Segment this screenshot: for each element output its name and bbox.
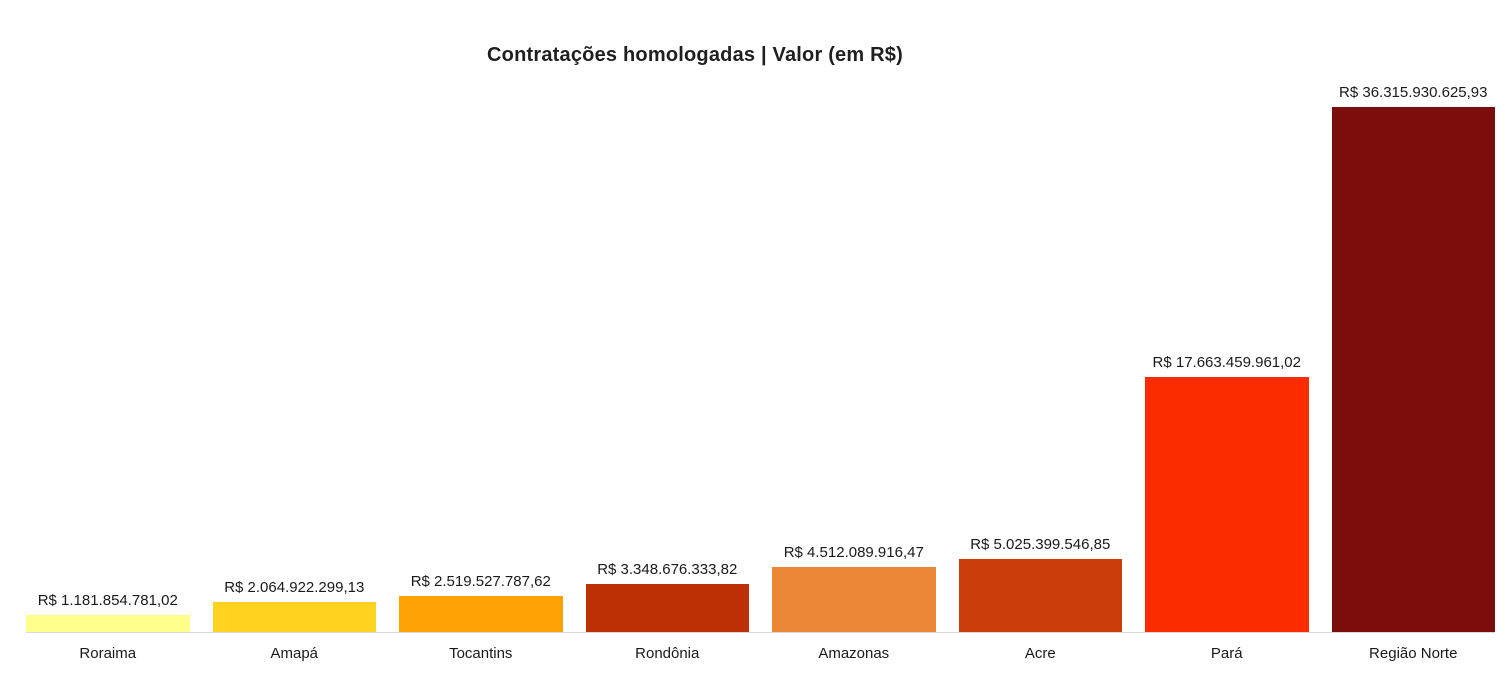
- value-label-roraima: R$ 1.181.854.781,02: [37, 592, 178, 609]
- bar-column-amapa: R$ 2.064.922.299,13: [212, 579, 376, 632]
- value-label-rondonia: R$ 3.348.676.333,82: [597, 561, 738, 578]
- category-label-acre: Acre: [1024, 645, 1056, 662]
- bar-column-acre: R$ 5.025.399.546,85: [958, 536, 1122, 632]
- value-label-amazonas: R$ 4.512.089.916,47: [783, 544, 924, 561]
- chart-title-area: Contratações homologadas | Valor (em R$): [0, 0, 1390, 78]
- bar-amapa: [212, 602, 376, 632]
- chart-title: Contratações homologadas | Valor (em R$): [487, 44, 903, 66]
- bar-para: [1145, 377, 1309, 632]
- bar-regiao-norte: [1331, 107, 1495, 632]
- bar-column-amazonas: R$ 4.512.089.916,47: [772, 544, 936, 632]
- plot-area: R$ 1.181.854.781,02 R$ 2.064.922.299,13 R$…: [26, 78, 1495, 633]
- bar-rondonia: [585, 584, 749, 632]
- value-label-amapa: R$ 2.064.922.299,13: [224, 579, 365, 596]
- bar-column-regiao-norte: R$ 36.315.930.625,93: [1331, 84, 1495, 632]
- bar-column-roraima: R$ 1.181.854.781,02: [26, 592, 190, 632]
- category-label-rondonia: Rondônia: [635, 645, 700, 662]
- bar-column-para: R$ 17.663.459.961,02: [1145, 354, 1309, 632]
- value-label-tocantins: R$ 2.519.527.787,62: [410, 573, 551, 590]
- bar-column-tocantins: R$ 2.519.527.787,62: [399, 573, 563, 632]
- bar-tocantins: [399, 596, 563, 632]
- category-label-para: Pará: [1210, 645, 1243, 662]
- category-label-amapa: Amapá: [270, 645, 319, 662]
- value-label-regiao-norte: R$ 36.315.930.625,93: [1339, 84, 1488, 101]
- x-axis-category-row: Roraima Amapá Tocantins Rondônia Amazonas Acr…: [26, 633, 1495, 662]
- category-label-regiao-norte: Região Norte: [1369, 645, 1458, 662]
- value-label-para: R$ 17.663.459.961,02: [1152, 354, 1301, 371]
- category-label-roraima: Roraima: [79, 645, 137, 662]
- category-label-amazonas: Amazonas: [818, 645, 890, 662]
- bar-amazonas: [772, 567, 936, 632]
- bar-roraima: [26, 615, 190, 632]
- bar-acre: [958, 559, 1122, 632]
- value-label-acre: R$ 5.025.399.546,85: [970, 536, 1111, 553]
- category-label-tocantins: Tocantins: [449, 645, 513, 662]
- bar-column-rondonia: R$ 3.348.676.333,82: [585, 561, 749, 632]
